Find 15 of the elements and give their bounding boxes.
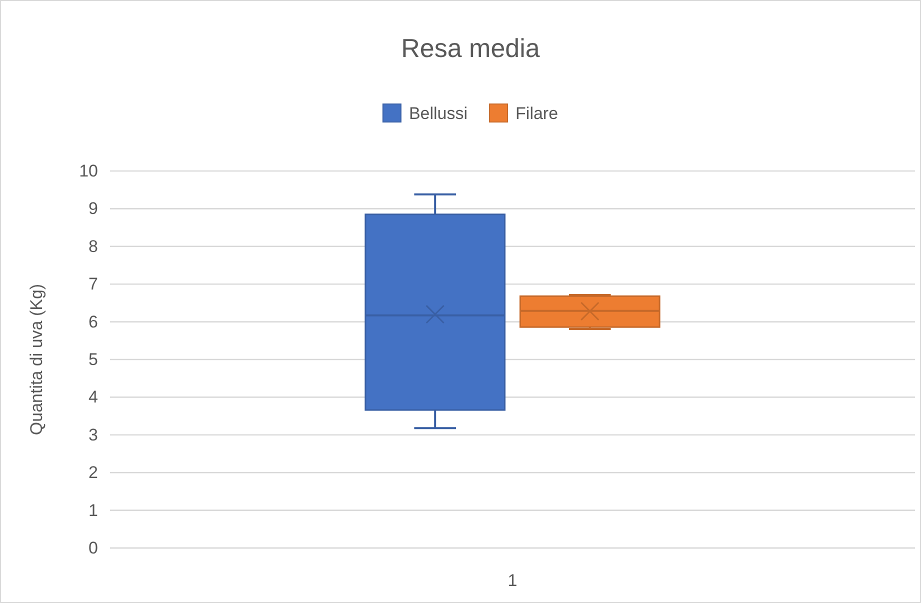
y-axis-title: Quantita di uva (Kg) — [27, 284, 46, 436]
y-tick-label: 0 — [88, 538, 98, 558]
y-tick-label: 8 — [88, 236, 98, 256]
legend-label: Bellussi — [408, 104, 468, 123]
y-tick-label: 3 — [88, 425, 98, 444]
chart-title: Resa media — [401, 33, 540, 63]
legend-label: Filare — [516, 104, 558, 123]
y-tick-label: 2 — [88, 463, 98, 482]
y-tick-label: 1 — [88, 500, 98, 520]
y-tick-label: 6 — [88, 312, 98, 332]
y-tick-label: 7 — [88, 274, 98, 294]
y-tick-label: 9 — [88, 199, 98, 218]
y-tick-label: 5 — [88, 350, 98, 369]
y-tick-label: 10 — [79, 161, 98, 180]
y-tick-label: 4 — [88, 388, 98, 407]
